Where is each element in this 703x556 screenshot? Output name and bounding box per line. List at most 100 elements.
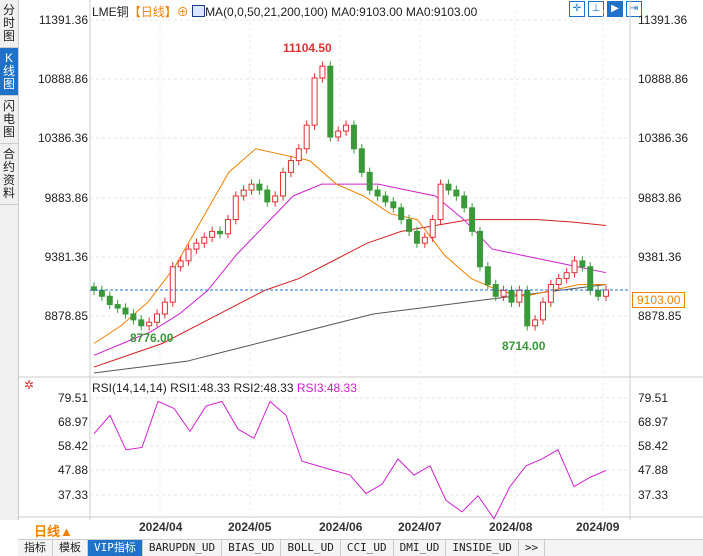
candle-body xyxy=(500,289,507,297)
tab-template[interactable]: 模板 xyxy=(53,540,88,556)
candle-body xyxy=(595,289,602,297)
candle-body xyxy=(563,272,570,280)
rsi-axis-label: 68.97 xyxy=(57,415,88,429)
candle-body xyxy=(366,171,373,191)
fit-icon[interactable]: ⊥ xyxy=(588,1,604,17)
candle-body xyxy=(272,195,279,203)
ma-chart-icon[interactable] xyxy=(192,5,206,17)
tab-more[interactable]: >> xyxy=(519,540,546,556)
candle-body xyxy=(177,260,184,268)
candle-body xyxy=(264,189,271,203)
candle-body xyxy=(240,189,247,197)
candle-body xyxy=(287,160,294,173)
candle-body xyxy=(587,266,594,291)
candle-body xyxy=(547,283,554,303)
rsi-axis-label: 47.88 xyxy=(638,463,669,477)
right-axis-label: 11391.36 xyxy=(638,13,688,27)
left-axis-label: 9381.36 xyxy=(44,250,88,264)
candle-body xyxy=(429,219,436,238)
candle-body xyxy=(461,195,468,209)
rsi-axis-label: 58.42 xyxy=(57,439,88,453)
candle-body xyxy=(201,236,208,244)
high-annotation: 11104.50 xyxy=(283,41,332,55)
candle-body xyxy=(398,207,405,221)
date-label: 2024/05 xyxy=(228,520,272,534)
rsi-label: RSI(14,14,14) xyxy=(92,381,167,395)
rsi-axis-label: 79.51 xyxy=(638,391,669,405)
candle-body xyxy=(516,289,523,303)
date-label: 2024/09 xyxy=(576,520,620,534)
ma-params: MA(0,0,50,21,200,100) xyxy=(205,5,328,19)
date-label: 2024/04 xyxy=(139,520,183,534)
candle-body xyxy=(224,219,231,235)
candle-body xyxy=(232,195,239,221)
candle-body xyxy=(453,189,460,197)
period-button[interactable]: 日线▲ xyxy=(34,524,73,539)
tab-kline[interactable]: K线图 xyxy=(0,48,18,96)
rsi-axis-label: 37.33 xyxy=(57,488,88,502)
ma100-line xyxy=(93,219,607,368)
left-axis-label: 10386.36 xyxy=(37,131,88,145)
low-annotation-1: 8776.00 xyxy=(130,331,174,345)
crosshair-icon[interactable]: ✛ xyxy=(569,1,585,17)
candle-body xyxy=(382,195,389,203)
add-indicator-icon[interactable]: ⊕ xyxy=(176,5,189,19)
candle-body xyxy=(469,207,476,232)
candle-body xyxy=(421,236,428,244)
goto-end-icon[interactable]: ⇥ xyxy=(626,1,642,17)
candle-body xyxy=(295,148,302,162)
rsi-axis-label: 37.33 xyxy=(638,488,669,502)
toolbar: ✛ ⊥ ▶ ⇥ xyxy=(569,1,642,17)
candle-body xyxy=(350,124,357,150)
candle-body xyxy=(413,230,420,244)
ma0-value-2: MA0:9103.00 xyxy=(405,5,478,19)
candle-body xyxy=(122,307,129,315)
tab-barupdn[interactable]: BARUPDN_UD xyxy=(143,540,223,556)
rsi-axis-label: 58.42 xyxy=(638,439,669,453)
candle-body xyxy=(555,278,562,285)
candle-body xyxy=(169,266,176,303)
left-axis-label: 11391.36 xyxy=(38,13,88,27)
candle-body xyxy=(319,65,326,79)
symbol: LME铜 xyxy=(92,5,129,19)
candle-body xyxy=(185,248,192,262)
candle-body xyxy=(256,183,263,191)
tab-indicator[interactable]: 指标 xyxy=(18,540,53,556)
tab-flash[interactable]: 闪电图 xyxy=(0,96,18,144)
chart-title: LME铜【日线】⊕ MA(0,0,50,21,200,100) MA0:9103… xyxy=(92,3,477,20)
candle-body xyxy=(539,301,546,321)
right-axis-label: 9883.86 xyxy=(638,191,682,205)
tab-dmi[interactable]: DMI_UD xyxy=(394,540,447,556)
date-label: 2024/06 xyxy=(319,520,363,534)
candle-body xyxy=(138,319,145,327)
rsi-settings-icon[interactable]: ✲ xyxy=(24,378,35,392)
tab-boll[interactable]: BOLL_UD xyxy=(281,540,341,556)
candle-body xyxy=(193,242,200,250)
tab-bias[interactable]: BIAS_UD xyxy=(222,540,282,556)
ma50-line xyxy=(93,183,607,356)
candle-body xyxy=(445,183,452,191)
tab-vip[interactable]: VIP指标 xyxy=(88,540,143,556)
tab-cci[interactable]: CCI_UD xyxy=(341,540,394,556)
tab-inside[interactable]: INSIDE_UD xyxy=(446,540,519,556)
period-label[interactable]: 【日线】 xyxy=(128,5,177,19)
candle-body xyxy=(217,230,224,235)
candle-body xyxy=(335,130,342,138)
candle-body xyxy=(571,260,578,274)
right-axis-label: 9381.36 xyxy=(638,250,682,264)
candle-body xyxy=(476,230,483,268)
rsi3-value: RSI3:48.33 xyxy=(296,381,357,395)
candle-body xyxy=(327,65,334,138)
candle-body xyxy=(146,321,153,327)
right-axis-label: 10386.36 xyxy=(638,131,689,145)
candle-body xyxy=(98,289,105,297)
tab-contract-info[interactable]: 合约资料 xyxy=(0,144,18,205)
zoom-icon[interactable]: ▶ xyxy=(607,1,623,17)
tab-timeshare[interactable]: 分时图 xyxy=(0,0,18,48)
rsi-axis-label: 47.88 xyxy=(57,463,88,477)
last-price-tag: 9103.00 xyxy=(632,292,686,308)
ma0-value: MA0:9103.00 xyxy=(331,5,403,19)
rsi1-value: RSI1:48.33 xyxy=(170,381,231,395)
candle-body xyxy=(154,313,161,323)
